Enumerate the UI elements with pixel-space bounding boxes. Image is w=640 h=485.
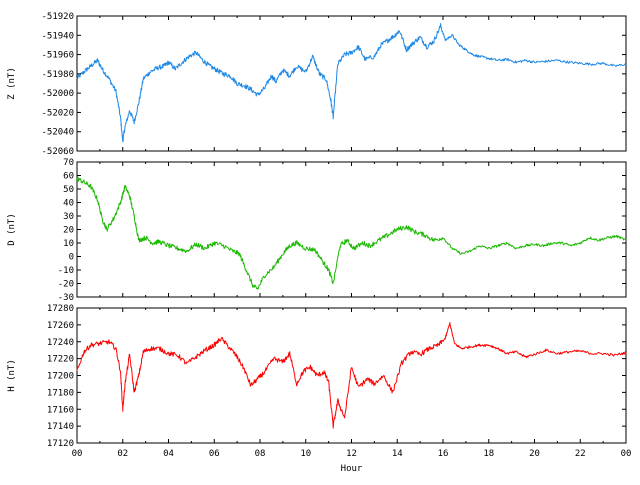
panel-h-ytick-label: 17240: [47, 338, 74, 348]
panel-h-ytick-label: 17220: [47, 355, 74, 365]
panel-d-ytick-label: 10: [63, 239, 74, 249]
panel-h-ylabel: H (nT): [7, 359, 17, 392]
panel-h-ytick-label: 17180: [47, 388, 74, 398]
panel-z-ytick-label: -51940: [41, 31, 74, 41]
panel-z-frame: [76, 15, 627, 152]
panel-d-ytick-label: 20: [63, 226, 74, 236]
panel-h-ytick-label: 17160: [47, 405, 74, 415]
panel-d-ytick-label: -30: [58, 293, 74, 303]
panel-z-ytick-label: -52040: [41, 128, 74, 138]
panel-d-ytick-label: -20: [58, 280, 74, 290]
xtick-label: 04: [163, 449, 174, 459]
xtick-label: 00: [621, 449, 632, 459]
panel-d-ytick-label: 70: [63, 158, 74, 168]
xtick-label: 02: [117, 449, 128, 459]
xtick-label: 06: [209, 449, 220, 459]
xtick-label: 10: [300, 449, 311, 459]
panel-d-ytick-label: 60: [63, 172, 74, 182]
panel-d-frame: [76, 161, 627, 298]
panel-z-ytick-label: -52020: [41, 108, 74, 118]
panel-z-series-line: [76, 23, 627, 143]
xaxis-label: Hour: [341, 464, 363, 474]
panel-d-series-line: [76, 176, 627, 290]
xtick-label: 18: [483, 449, 494, 459]
panel-z-ytick-label: -51960: [41, 51, 74, 61]
panel-z-ytick-label: -52000: [41, 89, 74, 99]
xtick-label: 20: [529, 449, 540, 459]
xtick-label: 14: [392, 449, 403, 459]
panel-h-frame: [76, 307, 627, 444]
xtick-label: 22: [575, 449, 586, 459]
panel-d-ytick-label: 50: [63, 185, 74, 195]
panel-z-ytick-label: -51920: [41, 12, 74, 22]
xtick-label: 16: [438, 449, 449, 459]
xtick-label: 00: [72, 449, 83, 459]
panel-d-ytick-label: 0: [69, 253, 74, 263]
panel-h-ytick-label: 17140: [47, 422, 74, 432]
panel-d-ytick-label: 40: [63, 199, 74, 209]
panel-h-ytick-label: 17200: [47, 372, 74, 382]
xtick-label: 08: [255, 449, 266, 459]
panel-d-ytick-label: 30: [63, 212, 74, 222]
panel-h-series-line: [76, 322, 627, 429]
panel-h-ytick-label: 17120: [47, 439, 74, 449]
panel-h-ytick-label: 17280: [47, 304, 74, 314]
panel-z-ytick-label: -51980: [41, 70, 74, 80]
panel-z-ylabel: Z (nT): [7, 67, 17, 100]
panel-h-ytick-label: 17260: [47, 321, 74, 331]
panel-d-ytick-label: -10: [58, 266, 74, 276]
xtick-label: 12: [346, 449, 357, 459]
panel-z-ytick-label: -52060: [41, 147, 74, 157]
panel-d-ylabel: D (nT): [7, 213, 17, 246]
